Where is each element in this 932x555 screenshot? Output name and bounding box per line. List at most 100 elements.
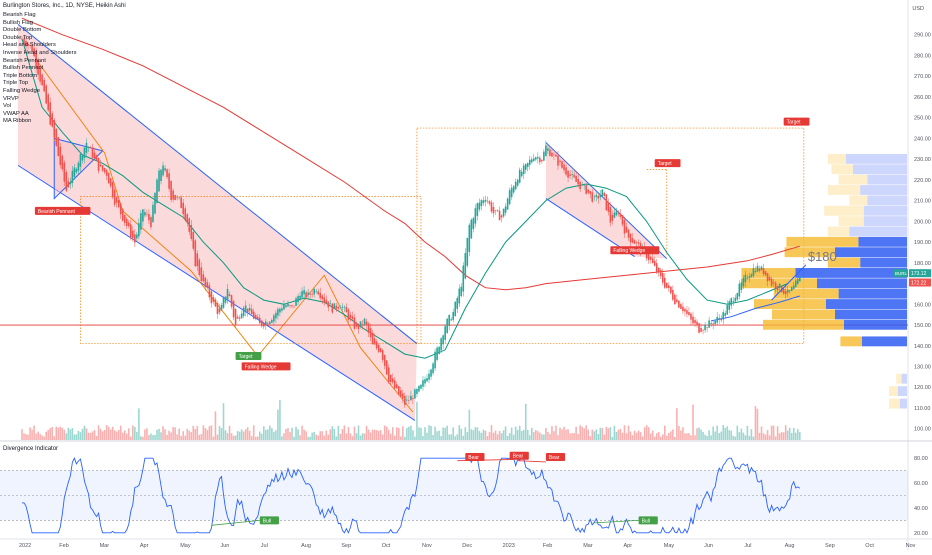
candle-body <box>53 120 56 138</box>
candle-body <box>559 160 561 163</box>
candle-body <box>115 197 118 203</box>
volume-bar <box>91 431 94 440</box>
volume-bar <box>311 432 313 440</box>
volume-bar <box>357 425 360 440</box>
candle-body <box>79 154 82 167</box>
candle-body <box>391 378 394 383</box>
volume-bar <box>69 429 72 440</box>
volume-bar <box>21 429 23 440</box>
volume-bar <box>649 433 652 440</box>
volume-profile-up-bar <box>838 216 864 227</box>
candle-body <box>663 277 666 288</box>
volume-bar <box>742 432 745 440</box>
volume-bar <box>573 433 575 440</box>
candle-body <box>29 44 31 46</box>
currency-label[interactable]: USD <box>912 6 924 12</box>
candle-body <box>224 296 227 303</box>
volume-bar <box>708 430 710 440</box>
volume-bar <box>539 432 541 440</box>
volume-bar <box>581 426 583 440</box>
volume-bar <box>71 428 74 440</box>
volume-bar <box>605 426 608 440</box>
legend-item[interactable]: Bearish Flag <box>3 12 36 18</box>
candle-body <box>317 291 320 295</box>
candle-body <box>101 165 104 171</box>
legend-item[interactable]: Bullish Flag <box>3 19 33 26</box>
volume-bar <box>462 435 465 440</box>
volume-bar <box>599 427 602 440</box>
volume-bar <box>79 432 82 440</box>
candle-body <box>448 314 450 326</box>
candle-body <box>130 224 132 237</box>
candle-body <box>200 267 203 282</box>
candle-body <box>778 283 781 288</box>
volume-profile-down-bar <box>838 288 907 299</box>
time-tick-label: Feb <box>543 543 552 549</box>
volume-bar <box>321 431 324 440</box>
volume-bar <box>379 430 382 440</box>
volume-bar <box>633 430 636 440</box>
volume-bar <box>458 425 461 440</box>
time-tick-label: Mar <box>100 543 110 549</box>
legend-item[interactable]: VWAP AA <box>3 110 29 117</box>
volume-bar <box>170 432 172 440</box>
legend-item[interactable]: Vol <box>3 103 12 110</box>
volume-profile-up-bar <box>827 185 861 195</box>
candle-body <box>623 219 626 234</box>
bull-divergence-line <box>211 519 260 526</box>
volume-bar <box>371 429 374 440</box>
target-label-green: Target <box>239 354 254 360</box>
candle-body <box>466 237 469 266</box>
volume-bar <box>535 430 537 440</box>
volume-bar <box>579 425 581 440</box>
candle-body <box>406 399 408 401</box>
legend-item[interactable]: Triple Top <box>3 80 29 87</box>
legend-item[interactable]: Head and Shoulders <box>3 42 56 49</box>
volume-bar <box>45 431 47 440</box>
candle-body <box>345 307 348 313</box>
legend-item[interactable]: Inverse Head and Shoulders <box>3 49 77 56</box>
candle-body <box>359 321 362 328</box>
candle-body <box>119 203 122 215</box>
volume-bar <box>520 430 523 440</box>
volume-bar <box>53 436 56 440</box>
candle-body <box>222 297 225 308</box>
candle-body <box>510 187 513 198</box>
volume-bar <box>341 429 344 440</box>
candle-body <box>627 229 630 238</box>
candle-body <box>426 378 428 382</box>
legend-item[interactable]: VRVP <box>3 95 19 102</box>
candle-body <box>381 350 384 360</box>
volume-bar <box>442 427 444 440</box>
legend-item[interactable]: Falling Wedge <box>3 87 40 94</box>
candle-body <box>395 384 398 388</box>
volume-bar <box>474 427 477 440</box>
legend-item[interactable]: Double Bottom <box>3 27 42 34</box>
legend-item[interactable]: Bearish Pennant <box>3 57 46 64</box>
price-tick-label: 250.00 <box>914 116 931 122</box>
candle-body <box>710 323 712 325</box>
volume-bar <box>273 431 275 440</box>
volume-bar <box>49 428 52 440</box>
candle-body <box>770 278 773 286</box>
candle-body <box>748 276 751 279</box>
candle-body <box>400 390 402 397</box>
volume-bar <box>702 431 704 440</box>
volume-bar <box>486 436 489 440</box>
volume-bar <box>31 429 33 440</box>
volume-bar <box>794 432 797 440</box>
legend-item[interactable]: Triple Bottom <box>3 72 38 79</box>
legend-item[interactable]: Double Top <box>3 34 33 41</box>
candle-body <box>337 307 340 309</box>
legend-item[interactable]: Bullish Pennant <box>3 65 44 72</box>
volume-bar <box>670 431 672 440</box>
volume-profile-up-bar <box>896 373 902 384</box>
volume-bar <box>607 428 610 440</box>
legend-item[interactable]: MA Ribbon <box>3 118 32 125</box>
volume-profile-up-bar <box>763 319 844 330</box>
vwap-line <box>710 295 800 322</box>
candle-body <box>408 400 410 401</box>
volume-bar <box>778 433 781 440</box>
